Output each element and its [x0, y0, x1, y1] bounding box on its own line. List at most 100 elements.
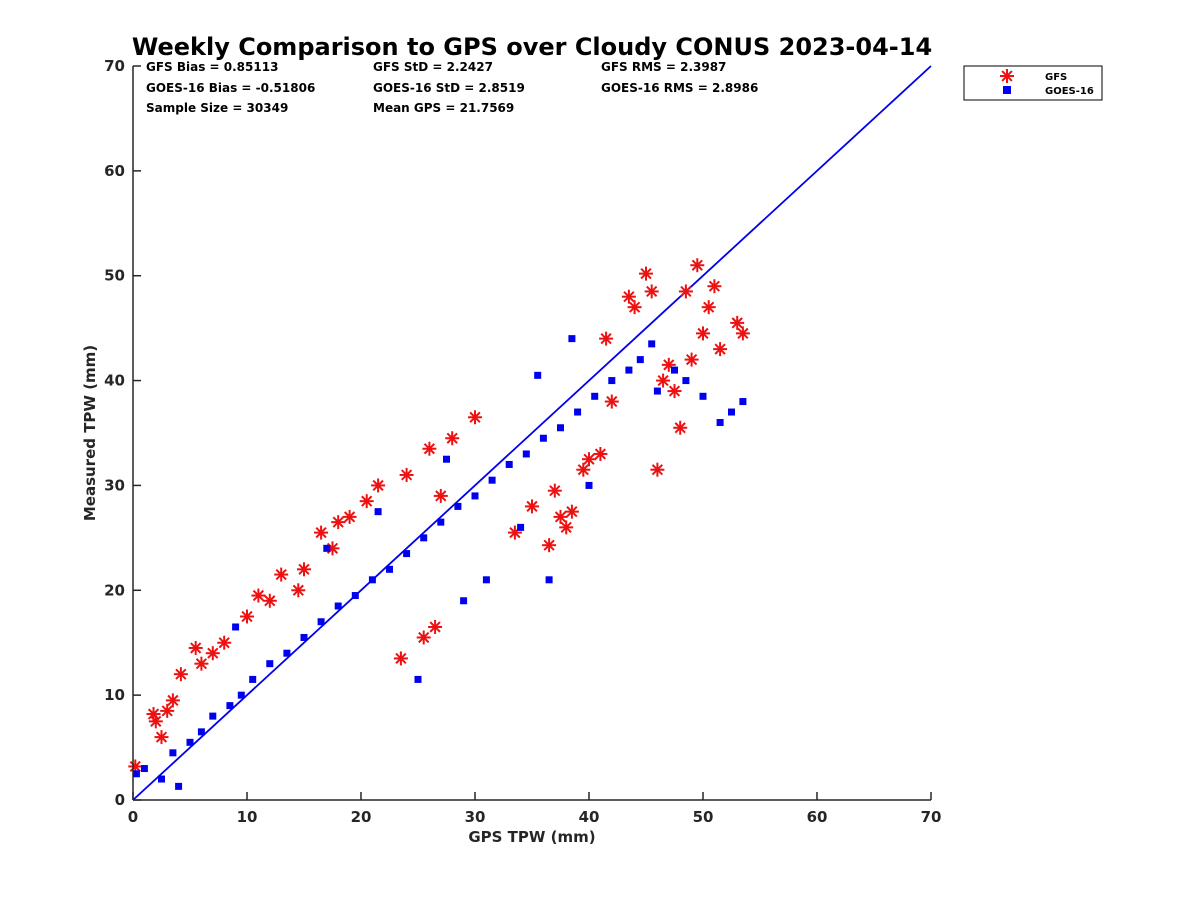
- data-point: [517, 523, 525, 531]
- data-point: [656, 373, 671, 388]
- data-point: [262, 593, 277, 608]
- data-point: [274, 567, 289, 582]
- data-point: [621, 289, 636, 304]
- x-tick-label: 50: [693, 808, 714, 826]
- data-point: [314, 525, 329, 540]
- stat-text: GFS RMS = 2.3987: [601, 60, 726, 74]
- data-point: [488, 476, 496, 484]
- data-point: [460, 597, 468, 605]
- data-point: [414, 675, 422, 683]
- data-point: [420, 534, 428, 542]
- x-tick-label: 70: [921, 808, 942, 826]
- data-point: [701, 300, 716, 315]
- data-point: [728, 408, 735, 416]
- data-point: [175, 782, 183, 790]
- data-point: [342, 509, 357, 524]
- data-point: [545, 576, 553, 584]
- data-point: [525, 499, 539, 514]
- plot-area: 0 10 20 30 40 50 60 70 0 10 20 30 40 50 60 70: [104, 57, 941, 826]
- axes-layer: 0 10 20 30 40 50 60 70 0 10 20 30 40 50 60 70: [104, 57, 941, 826]
- data-point: [165, 693, 180, 708]
- data-point: [599, 331, 614, 346]
- data-point: [266, 660, 274, 668]
- data-point: [403, 550, 411, 558]
- data-point: [317, 618, 325, 626]
- data-point: [197, 728, 205, 736]
- x-tick-label: 10: [237, 808, 258, 826]
- data-point: [188, 640, 203, 655]
- data-point: [542, 538, 557, 553]
- data-point: [323, 544, 331, 552]
- data-point: [371, 478, 386, 493]
- data-point: [291, 583, 306, 598]
- x-tick-label: 0: [128, 808, 138, 826]
- data-point: [534, 371, 542, 379]
- series-gfs: [128, 258, 750, 774]
- data-point: [297, 562, 311, 577]
- stat-text: GOES-16 RMS = 2.8986: [601, 81, 758, 95]
- x-tick-label: 60: [807, 808, 828, 826]
- y-tick-label: 70: [104, 57, 125, 75]
- data-point: [217, 635, 232, 650]
- data-point: [547, 483, 562, 498]
- stat-text: Mean GPS = 21.7569: [373, 101, 514, 115]
- data-point: [713, 342, 728, 357]
- stat-text: Sample Size = 30349: [146, 101, 288, 115]
- data-point: [582, 452, 596, 467]
- marks-layer: [128, 258, 750, 790]
- data-point: [300, 633, 308, 641]
- series-goes-16: [132, 335, 747, 790]
- reference-line-layer: [132, 65, 932, 801]
- data-point: [186, 738, 194, 746]
- y-tick-label: 30: [104, 476, 125, 494]
- data-point: [399, 467, 414, 482]
- data-point: [249, 675, 257, 683]
- legend-label: GOES-16: [1045, 86, 1094, 97]
- data-point: [471, 492, 479, 500]
- data-point: [707, 279, 722, 294]
- data-point: [209, 712, 217, 720]
- data-point: [205, 646, 220, 661]
- data-point: [650, 462, 665, 477]
- data-point: [667, 384, 682, 399]
- data-point: [574, 408, 582, 416]
- stat-text: GFS Bias = 0.85113: [146, 60, 278, 74]
- data-point: [194, 656, 209, 671]
- data-point: [232, 623, 240, 631]
- x-axis-label: GPS TPW (mm): [468, 828, 595, 846]
- stat-text: GFS StD = 2.2427: [373, 60, 493, 74]
- data-point: [696, 326, 710, 341]
- data-point: [154, 730, 169, 745]
- data-point: [482, 576, 490, 584]
- y-axis-label: Measured TPW (mm): [81, 345, 99, 521]
- data-point: [433, 488, 448, 503]
- data-point: [386, 565, 393, 573]
- data-point: [393, 651, 408, 666]
- data-point: [351, 592, 359, 600]
- data-point: [564, 504, 579, 519]
- data-point: [557, 424, 564, 432]
- data-point: [505, 460, 513, 468]
- data-point: [240, 609, 254, 624]
- data-point: [730, 315, 745, 330]
- data-point: [684, 352, 699, 367]
- data-point: [226, 702, 234, 710]
- data-point: [591, 392, 599, 400]
- data-point: [673, 420, 688, 435]
- reference-line: [132, 65, 932, 801]
- y-tick-label: 60: [104, 162, 125, 180]
- data-point: [428, 619, 443, 634]
- data-point: [359, 494, 374, 509]
- data-point: [468, 410, 482, 425]
- data-point: [604, 394, 619, 409]
- data-point: [699, 392, 707, 400]
- data-point: [140, 765, 148, 773]
- data-point: [437, 518, 445, 526]
- data-point: [443, 455, 450, 463]
- data-point: [735, 326, 750, 341]
- data-point: [593, 446, 608, 461]
- data-point: [334, 602, 342, 610]
- data-point: [608, 377, 616, 385]
- data-point: [522, 450, 530, 458]
